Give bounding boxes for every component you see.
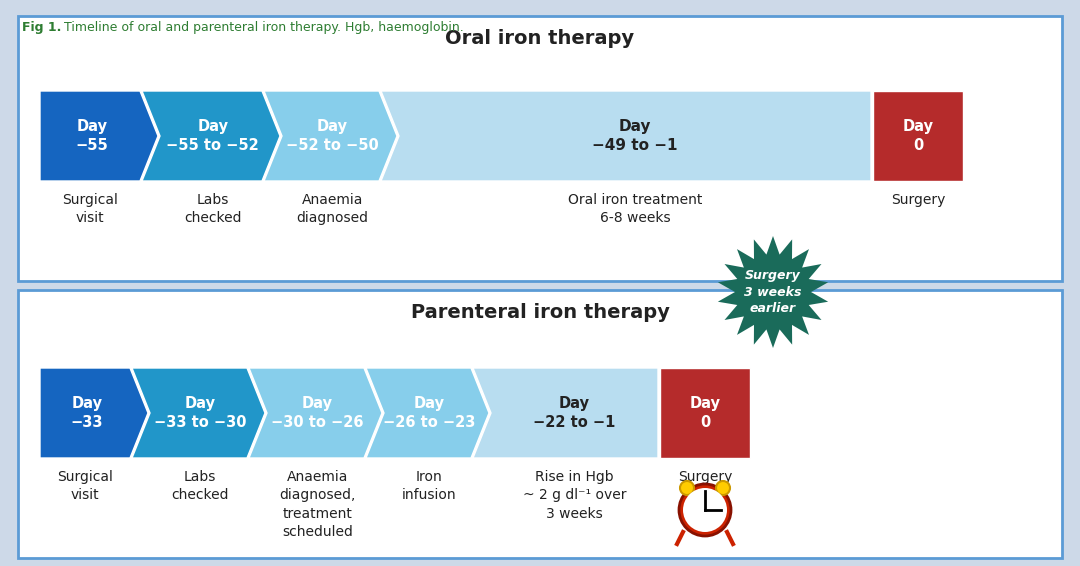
Text: Day
−33: Day −33 — [70, 396, 103, 430]
Text: Day
−30 to −26: Day −30 to −26 — [271, 396, 364, 430]
Text: Labs
checked: Labs checked — [184, 193, 242, 225]
Text: Anaemia
diagnosed: Anaemia diagnosed — [296, 193, 368, 225]
Text: Surgery
3 weeks
earlier: Surgery 3 weeks earlier — [744, 269, 801, 315]
Text: Day
−55 to −52: Day −55 to −52 — [166, 119, 259, 153]
Polygon shape — [132, 368, 265, 458]
Polygon shape — [264, 91, 397, 181]
Text: Surgical
visit: Surgical visit — [62, 193, 118, 225]
Text: Timeline of oral and parenteral iron therapy. Hgb, haemoglobin.: Timeline of oral and parenteral iron the… — [60, 21, 463, 34]
Circle shape — [716, 481, 730, 495]
Polygon shape — [366, 368, 489, 458]
Polygon shape — [40, 91, 158, 181]
Bar — [18, 16, 1062, 281]
Circle shape — [680, 481, 694, 495]
Polygon shape — [249, 368, 382, 458]
Polygon shape — [40, 368, 148, 458]
Text: Surgery: Surgery — [891, 193, 945, 207]
Bar — [660, 368, 750, 458]
Text: Surgery: Surgery — [678, 470, 732, 484]
Polygon shape — [381, 91, 870, 181]
Text: Anaemia
diagnosed,
treatment
scheduled: Anaemia diagnosed, treatment scheduled — [279, 470, 355, 539]
Text: Labs
checked: Labs checked — [172, 470, 229, 503]
Text: Day
−52 to −50: Day −52 to −50 — [286, 119, 379, 153]
Text: Day
−33 to −30: Day −33 to −30 — [154, 396, 246, 430]
Circle shape — [679, 484, 731, 536]
Polygon shape — [141, 91, 280, 181]
Text: Day
−49 to −1: Day −49 to −1 — [592, 119, 678, 153]
Text: Day
0: Day 0 — [903, 119, 933, 153]
Text: Day
0: Day 0 — [689, 396, 720, 430]
Text: Fig 1.: Fig 1. — [22, 21, 62, 34]
Text: Oral iron treatment
6-8 weeks: Oral iron treatment 6-8 weeks — [568, 193, 702, 225]
Text: Day
−55: Day −55 — [76, 119, 108, 153]
Polygon shape — [473, 368, 658, 458]
Bar — [873, 91, 963, 181]
Polygon shape — [718, 236, 828, 348]
Text: Oral iron therapy: Oral iron therapy — [445, 28, 635, 48]
Text: Day
−22 to −1: Day −22 to −1 — [534, 396, 616, 430]
Text: Rise in Hgb
~ 2 g dl⁻¹ over
3 weeks: Rise in Hgb ~ 2 g dl⁻¹ over 3 weeks — [523, 470, 626, 521]
Circle shape — [683, 488, 727, 532]
Text: Day
−26 to −23: Day −26 to −23 — [383, 396, 475, 430]
Text: Iron
infusion: Iron infusion — [402, 470, 457, 503]
Text: Parenteral iron therapy: Parenteral iron therapy — [410, 302, 670, 321]
Text: Surgical
visit: Surgical visit — [57, 470, 113, 503]
Bar — [18, 290, 1062, 558]
